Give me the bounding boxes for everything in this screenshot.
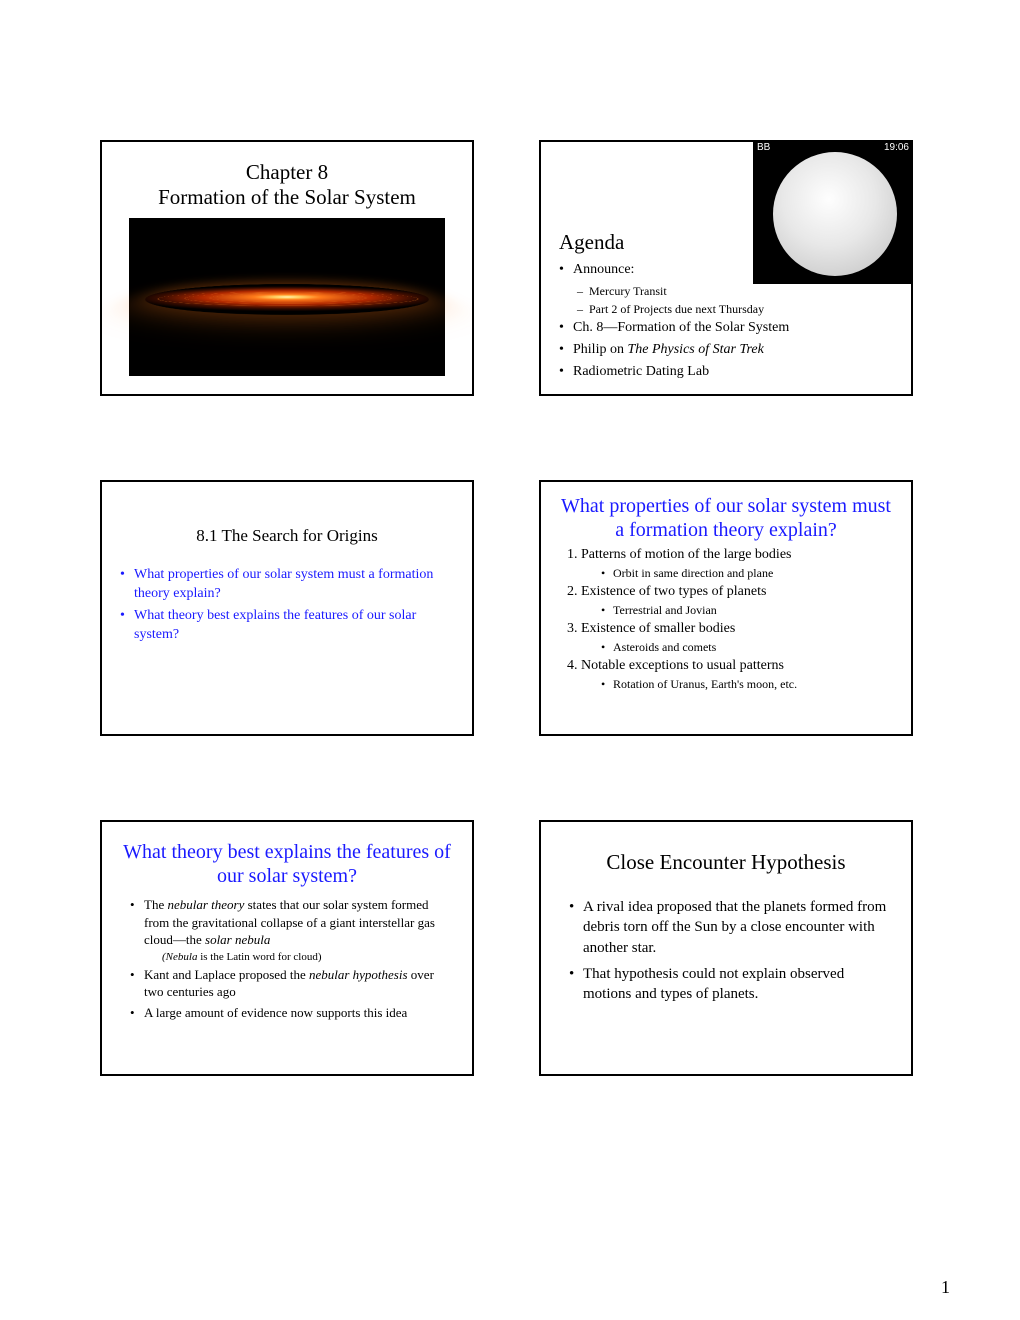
slide-3: 8.1 The Search for Origins What properti…	[100, 480, 474, 736]
page: Chapter 8 Formation of the Solar System …	[0, 0, 1020, 1320]
slide-3-questions: What properties of our solar system must…	[120, 566, 454, 645]
nebula-ring-3	[126, 292, 451, 306]
slide-6-list: A rival idea proposed that the planets f…	[559, 897, 893, 1004]
agenda-philip-prefix: Philip on	[573, 342, 627, 357]
sun-disc-icon	[773, 152, 897, 276]
slide-6-title: Close Encounter Hypothesis	[559, 850, 893, 875]
slide-4-n4: Notable exceptions to usual patterns Rot…	[581, 657, 893, 692]
slide-5-b2: Kant and Laplace proposed the nebular hy…	[130, 966, 454, 1001]
slide-5-b3: A large amount of evidence now supports …	[130, 1004, 454, 1022]
slide-5-b2a: Kant and Laplace proposed the	[144, 967, 309, 982]
slide-3-subtitle: 8.1 The Search for Origins	[120, 526, 454, 546]
agenda-sub-2: Part 2 of Projects due next Thursday	[559, 301, 893, 317]
agenda-sublist: Mercury Transit Part 2 of Projects due n…	[559, 283, 893, 317]
slide-4-list: Patterns of motion of the large bodies O…	[559, 546, 893, 692]
slide-4-title: What properties of our solar system must…	[559, 494, 893, 542]
agenda-philip-title: The Physics of Star Trek	[627, 342, 763, 357]
slide-3-q2: What theory best explains the features o…	[120, 607, 454, 645]
slide-5: What theory best explains the features o…	[100, 820, 474, 1076]
slide-4-n2s: Terrestrial and Jovian	[581, 602, 893, 618]
slide-2: BB 19:06 Agenda Announce: Mercury Transi…	[539, 140, 913, 396]
agenda-item-ch8: Ch. 8—Formation of the Solar System	[559, 319, 893, 338]
slide-4-n3s: Asteroids and comets	[581, 639, 893, 655]
slide-5-b1: The nebular theory states that our solar…	[130, 896, 454, 949]
slide-5-list: The nebular theory states that our solar…	[120, 896, 454, 949]
slide-5-title: What theory best explains the features o…	[120, 840, 454, 888]
sun-image: BB 19:06	[753, 140, 913, 284]
nebula-disk	[121, 284, 453, 315]
slide-4-n4-text: Notable exceptions to usual patterns	[581, 658, 784, 673]
slide-5-list-2: Kant and Laplace proposed the nebular hy…	[120, 966, 454, 1022]
sun-label-right: 19:06	[884, 142, 909, 153]
nebula-image	[129, 218, 445, 376]
slide-4: What properties of our solar system must…	[539, 480, 913, 736]
agenda-item-lab: Radiometric Dating Lab	[559, 363, 893, 382]
slide-4-n1-text: Patterns of motion of the large bodies	[581, 547, 791, 562]
agenda-list-2: Ch. 8—Formation of the Solar System Phil…	[559, 319, 893, 382]
slide-5-b2-em: nebular hypothesis	[309, 967, 408, 982]
slide-1-line1: Chapter 8	[246, 160, 328, 184]
slide-6-b1: A rival idea proposed that the planets f…	[569, 897, 893, 958]
slide-1-line2: Formation of the Solar System	[158, 185, 416, 209]
slide-5-note-b: is the Latin word for cloud)	[197, 951, 321, 963]
slide-1-title: Chapter 8 Formation of the Solar System	[120, 160, 454, 210]
agenda-sub-1: Mercury Transit	[559, 283, 893, 299]
slide-6-b2: That hypothesis could not explain observ…	[569, 964, 893, 1005]
slide-6: Close Encounter Hypothesis A rival idea …	[539, 820, 913, 1076]
slide-4-n3-text: Existence of smaller bodies	[581, 621, 735, 636]
slide-5-b1a: The	[144, 897, 167, 912]
slide-4-n1: Patterns of motion of the large bodies O…	[581, 546, 893, 581]
slide-4-n2: Existence of two types of planets Terres…	[581, 583, 893, 618]
slide-5-b1-em1: nebular theory	[167, 897, 244, 912]
slide-3-q1: What properties of our solar system must…	[120, 566, 454, 604]
slide-4-n1s: Orbit in same direction and plane	[581, 565, 893, 581]
sun-label-left: BB	[757, 142, 770, 153]
agenda-item-philip: Philip on The Physics of Star Trek	[559, 341, 893, 360]
slide-5-b1-em2: solar nebula	[205, 932, 270, 947]
page-number: 1	[941, 1277, 950, 1298]
slide-4-n3: Existence of smaller bodies Asteroids an…	[581, 620, 893, 655]
slide-1: Chapter 8 Formation of the Solar System	[100, 140, 474, 396]
slide-grid: Chapter 8 Formation of the Solar System …	[100, 140, 920, 1076]
slide-4-n4s: Rotation of Uranus, Earth's moon, etc.	[581, 676, 893, 692]
slide-5-note-a: (Nebula	[162, 951, 197, 963]
slide-5-note: (Nebula is the Latin word for cloud)	[120, 951, 454, 963]
slide-4-n2-text: Existence of two types of planets	[581, 584, 766, 599]
